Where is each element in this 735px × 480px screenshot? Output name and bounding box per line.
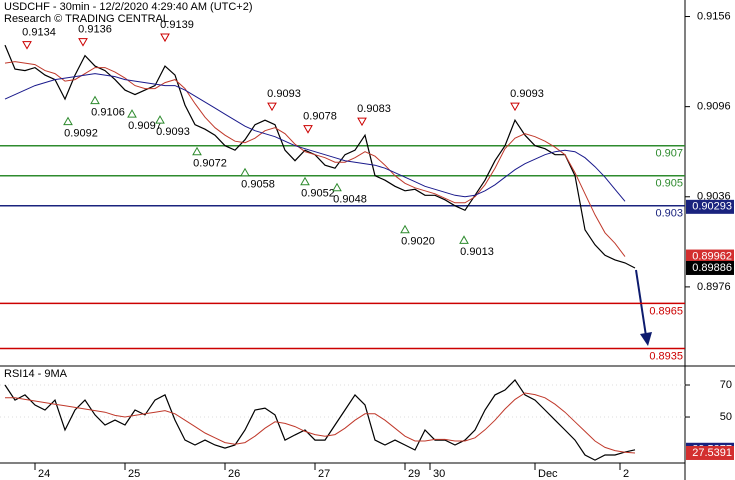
y-tick-label: 50 [720, 411, 732, 423]
swing-low-marker [90, 95, 100, 105]
swing-low-label: 0.9013 [460, 246, 494, 258]
swing-low-label: 0.9097 [128, 120, 162, 132]
chart-title: USDCHF - 30min - 12/2/2020 4:29:40 AM (U… [4, 1, 253, 13]
swing-high-label: 0.9083 [357, 103, 391, 115]
x-tick-label: 2 [623, 468, 629, 480]
swing-high-label: 0.9139 [160, 19, 194, 31]
swing-high-label: 0.9093 [510, 88, 544, 100]
swing-low-label: 0.9092 [64, 128, 98, 140]
swing-low-marker [400, 224, 410, 234]
swing-low-label: 0.9093 [156, 126, 190, 138]
swing-low-label: 0.9048 [333, 194, 367, 206]
swing-low-marker [63, 116, 73, 126]
price-label: 0.89886 [692, 262, 732, 274]
level-label: 0.8935 [649, 350, 683, 362]
price-label: 0.89962 [692, 250, 732, 262]
swing-high-label: 0.9078 [303, 111, 337, 123]
swing-low-marker [300, 176, 310, 186]
price-label-box [686, 249, 734, 264]
x-tick-label: Dec [538, 468, 558, 480]
level-label: 0.905 [655, 178, 683, 190]
swing-low-marker [155, 115, 165, 124]
swing-high-marker [22, 41, 32, 50]
price-label: 27.5391 [692, 447, 732, 459]
swing-high-marker [78, 38, 88, 47]
level-label: 0.907 [655, 148, 683, 160]
swing-low-marker [127, 109, 137, 118]
price-label: 0.90293 [692, 201, 732, 213]
price-label-box [686, 199, 734, 214]
swing-high-label: 0.9134 [22, 26, 56, 38]
swing-high-marker [303, 125, 313, 134]
series-line [4, 379, 636, 461]
swing-low-label: 0.9106 [91, 107, 125, 119]
y-tick-label: 0.9156 [697, 10, 731, 22]
swing-low-label: 0.9052 [301, 188, 335, 200]
x-tick-label: 26 [228, 468, 240, 480]
chart-subtitle: Research © TRADING CENTRAL [4, 13, 169, 25]
series-line [4, 61, 626, 257]
series-line [4, 44, 636, 269]
x-tick-label: 29 [408, 468, 420, 480]
y-tick-label: 0.9036 [697, 191, 731, 203]
y-tick-label: 0.9096 [697, 101, 731, 113]
swing-high-marker [510, 102, 520, 112]
swing-low-label: 0.9058 [241, 179, 275, 191]
price-label-box [686, 260, 734, 275]
x-tick-label: 24 [38, 468, 50, 480]
x-tick-label: 27 [318, 468, 330, 480]
swing-high-label: 0.9093 [267, 88, 301, 100]
level-label: 0.8965 [649, 305, 683, 317]
swing-low-label: 0.9020 [401, 236, 435, 248]
swing-high-label: 0.9136 [78, 23, 112, 35]
y-tick-label: 0.8976 [697, 281, 731, 293]
swing-high-marker [357, 117, 367, 127]
x-tick-label: 25 [128, 468, 140, 480]
y-tick-label: 70 [720, 379, 732, 391]
swing-low-label: 0.9072 [193, 158, 227, 170]
swing-low-marker [192, 146, 202, 156]
series-line [4, 73, 626, 202]
price-label-box [686, 445, 734, 460]
x-tick-label: 30 [433, 468, 445, 480]
swing-high-marker [267, 102, 277, 112]
level-label: 0.903 [655, 208, 683, 220]
series-line [5, 392, 636, 454]
swing-low-marker [459, 235, 469, 244]
swing-high-marker [160, 33, 170, 43]
swing-low-marker [240, 167, 250, 177]
rsi-title: RSI14 - 9MA [4, 368, 68, 380]
swing-low-marker [332, 182, 342, 192]
arrow-head [640, 332, 652, 346]
